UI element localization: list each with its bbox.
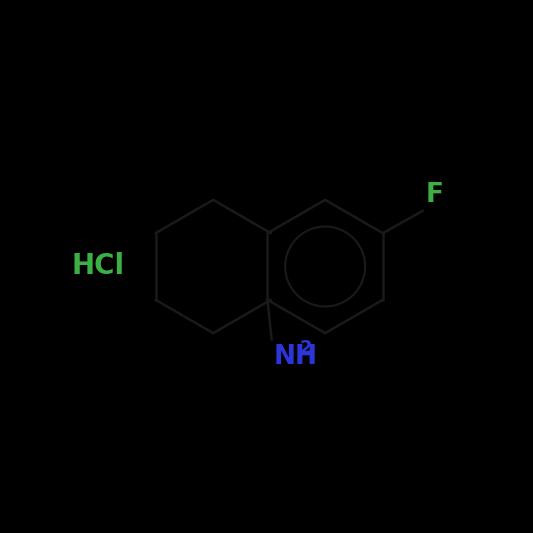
Text: NH: NH xyxy=(273,344,317,370)
Text: 2: 2 xyxy=(300,339,312,357)
Text: HCl: HCl xyxy=(72,253,125,280)
Text: F: F xyxy=(426,182,444,208)
